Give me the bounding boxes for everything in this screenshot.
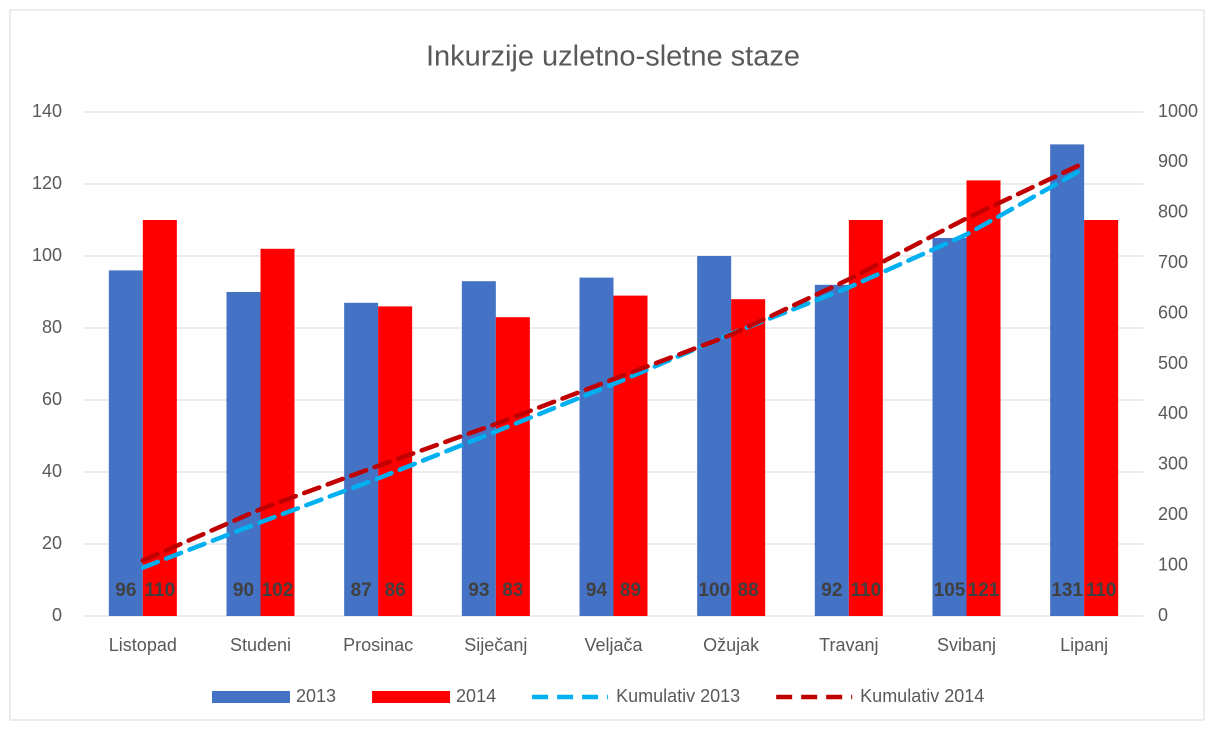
data-label: 87 xyxy=(351,580,372,601)
y2-tick-label: 0 xyxy=(1158,605,1168,625)
data-label: 102 xyxy=(262,580,294,601)
y-tick-label: 20 xyxy=(42,533,62,553)
bar xyxy=(1084,220,1119,616)
y2-tick-label: 900 xyxy=(1158,151,1188,171)
y2-tick-label: 700 xyxy=(1158,252,1188,272)
data-label: 90 xyxy=(233,580,254,601)
data-label: 92 xyxy=(821,580,842,601)
cumulative-line xyxy=(140,166,1087,570)
y2-tick-label: 300 xyxy=(1158,454,1188,474)
legend-label: Kumulativ 2013 xyxy=(616,686,740,706)
y2-tick-label: 100 xyxy=(1158,554,1188,574)
legend-swatch xyxy=(212,691,290,703)
data-label: 110 xyxy=(851,580,882,601)
bar xyxy=(344,302,379,616)
data-label: 100 xyxy=(698,580,730,601)
legend-swatch xyxy=(372,691,451,703)
data-label: 94 xyxy=(586,580,608,601)
x-tick-label: Svibanj xyxy=(937,635,996,655)
bar xyxy=(1050,144,1085,616)
data-label: 121 xyxy=(968,580,1000,601)
bar xyxy=(495,317,530,616)
y2-tick-label: 500 xyxy=(1158,353,1188,373)
x-tick-label: Studeni xyxy=(230,635,291,655)
data-label: 83 xyxy=(502,580,523,601)
x-tick-label: Ožujak xyxy=(703,635,760,655)
bar xyxy=(260,248,295,617)
y2-tick-label: 400 xyxy=(1158,403,1188,423)
legend-label: 2013 xyxy=(296,686,336,706)
cumulative-line xyxy=(140,160,1087,563)
x-tick-label: Travanj xyxy=(819,635,878,655)
y-tick-label: 80 xyxy=(42,317,62,337)
data-label: 89 xyxy=(620,580,641,601)
x-tick-label: Prosinac xyxy=(343,635,413,655)
y-tick-label: 40 xyxy=(42,461,62,481)
y-tick-label: 0 xyxy=(52,605,62,625)
bar xyxy=(731,299,766,616)
bar xyxy=(613,295,648,616)
x-tick-label: Lipanj xyxy=(1060,635,1108,655)
x-tick-label: Listopad xyxy=(109,635,177,655)
y2-tick-label: 800 xyxy=(1158,202,1188,222)
bar xyxy=(579,277,614,616)
legend-label: Kumulativ 2014 xyxy=(860,686,984,706)
data-label: 110 xyxy=(1086,580,1117,601)
bar xyxy=(697,256,732,616)
y2-tick-label: 200 xyxy=(1158,504,1188,524)
data-label: 110 xyxy=(145,580,176,601)
y2-tick-label: 1000 xyxy=(1158,101,1198,121)
x-tick-label: Siječanj xyxy=(464,635,527,655)
bar xyxy=(226,292,261,616)
bar xyxy=(378,306,413,616)
bar xyxy=(814,284,849,616)
bar xyxy=(108,270,143,616)
data-label: 96 xyxy=(115,580,136,601)
y-tick-label: 120 xyxy=(32,173,62,193)
x-tick-label: Veljača xyxy=(584,635,643,655)
data-label: 131 xyxy=(1051,580,1083,601)
chart-title: Inkurzije uzletno-sletne staze xyxy=(426,41,800,73)
data-label: 93 xyxy=(468,580,489,601)
y-tick-label: 100 xyxy=(32,245,62,265)
bar xyxy=(932,238,967,616)
legend-label: 2014 xyxy=(456,686,496,706)
data-label: 105 xyxy=(934,580,966,601)
y2-tick-label: 600 xyxy=(1158,302,1188,322)
y-tick-label: 140 xyxy=(32,101,62,121)
bar xyxy=(461,281,496,616)
y-tick-label: 60 xyxy=(42,389,62,409)
bar xyxy=(966,180,1001,616)
data-label: 88 xyxy=(738,580,759,601)
data-label: 86 xyxy=(385,580,406,601)
